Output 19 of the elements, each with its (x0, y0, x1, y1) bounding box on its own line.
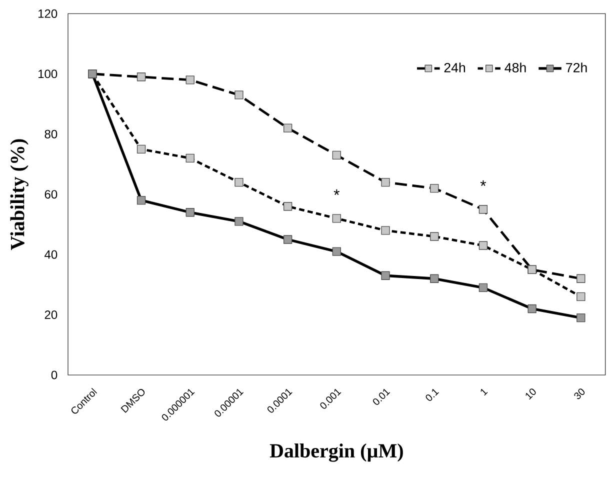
legend-label: 24h (444, 62, 466, 72)
y-tick-label: 40 (44, 250, 58, 259)
y-tick-label: 100 (38, 70, 58, 78)
x-tick-label: 30 (574, 388, 585, 400)
x-axis-title: Dalbergin (µM) (270, 444, 403, 462)
y-tick-label: 0 (51, 370, 58, 380)
legend-label: 48h (504, 62, 526, 72)
y-tick-label: 80 (44, 130, 58, 138)
annotation: * (334, 189, 340, 195)
annotation: * (480, 180, 486, 186)
y-axis-title: Viability (%) (10, 139, 28, 250)
y-tick-label: 120 (38, 9, 58, 18)
x-tick-label: 0.1 (426, 388, 439, 401)
y-tick-label: 20 (44, 310, 58, 320)
y-tick-label: 60 (44, 190, 58, 199)
legend-label: 72h (566, 62, 587, 72)
x-tick-label: 0.01 (373, 388, 390, 405)
x-tick-label: 1 (480, 388, 488, 396)
x-tick-label: 10 (526, 388, 536, 400)
